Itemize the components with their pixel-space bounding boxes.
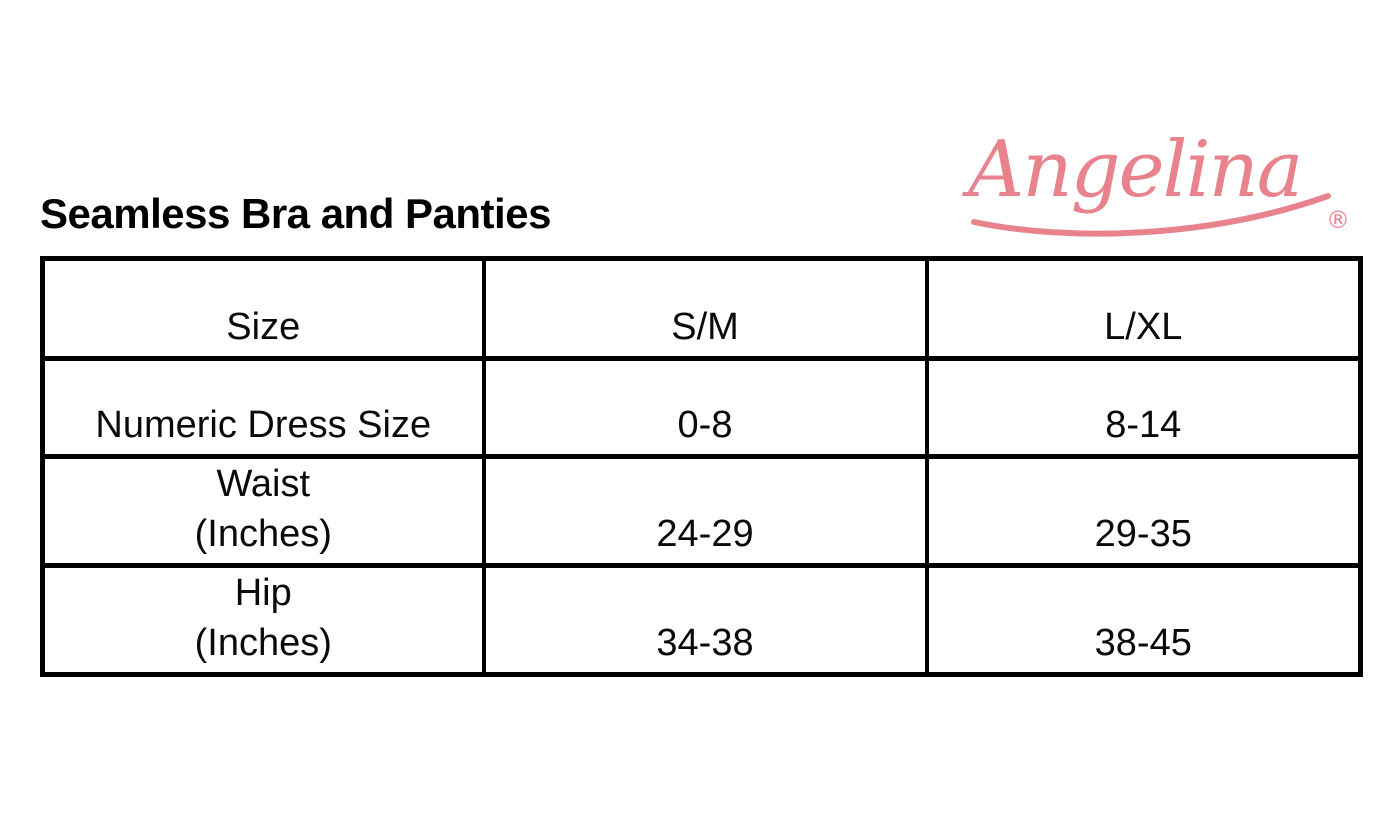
row-label-unit: (Inches): [194, 622, 332, 664]
column-header-lxl: L/XL: [924, 256, 1363, 361]
row-label-text: Waist: [216, 463, 311, 505]
row-label-unit: (Inches): [194, 513, 332, 555]
table-header-row: Size S/M L/XL: [40, 256, 1363, 361]
brand-logo: Angelina ®: [960, 100, 1360, 250]
table-row-numeric-dress-size: Numeric Dress Size 0-8 8-14: [40, 356, 1363, 459]
cell-numeric-dress-size-lxl: 8-14: [924, 356, 1363, 459]
row-label-hip: Hip (Inches): [40, 563, 486, 677]
column-header-sm: S/M: [481, 256, 929, 361]
page-title: Seamless Bra and Panties: [40, 190, 551, 237]
table-row-hip: Hip (Inches) 34-38 38-45: [40, 563, 1363, 677]
table-row-waist: Waist (Inches) 24-29 29-35: [40, 454, 1363, 568]
cell-waist-lxl: 29-35: [924, 454, 1363, 568]
logo-underline-swash: [971, 193, 1331, 237]
registered-trademark-icon: ®: [1326, 206, 1350, 234]
row-label-waist: Waist (Inches): [40, 454, 486, 568]
column-header-size: Size: [40, 256, 486, 361]
cell-hip-lxl: 38-45: [924, 563, 1363, 677]
angelina-logo-graphic: Angelina ®: [962, 125, 1350, 237]
row-label-numeric-dress-size: Numeric Dress Size: [40, 356, 486, 459]
angelina-script-text: Angelina: [962, 125, 1301, 215]
row-label-text: Hip: [234, 572, 292, 614]
row-label-text: Numeric Dress Size: [95, 404, 432, 446]
cell-numeric-dress-size-sm: 0-8: [481, 356, 929, 459]
cell-hip-sm: 34-38: [481, 563, 929, 677]
size-chart-table: Size S/M L/XL Numeric Dress Size 0-8 8-1…: [40, 256, 1363, 677]
cell-waist-sm: 24-29: [481, 454, 929, 568]
